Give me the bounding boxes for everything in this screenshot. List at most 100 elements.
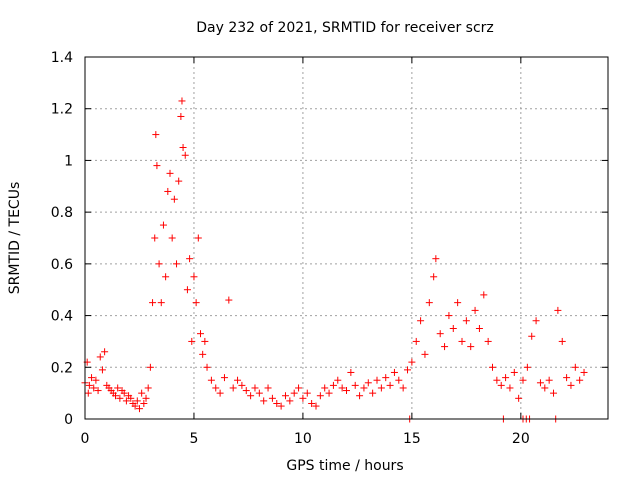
data-point	[489, 363, 497, 371]
data-point	[334, 376, 342, 384]
data-point	[290, 389, 298, 397]
x-tick-label: 10	[294, 431, 312, 447]
y-tick-label: 0	[64, 412, 73, 428]
data-point	[94, 387, 102, 395]
data-point	[308, 399, 316, 407]
data-point	[220, 374, 228, 382]
data-point	[183, 286, 191, 294]
data-point	[571, 363, 579, 371]
data-point	[295, 384, 303, 392]
data-point	[467, 343, 475, 351]
data-point	[458, 337, 466, 345]
data-point	[299, 394, 307, 402]
data-point	[576, 376, 584, 384]
data-point	[251, 384, 259, 392]
data-point	[430, 273, 438, 281]
data-point	[166, 169, 174, 177]
y-tick-label: 0.2	[51, 360, 73, 376]
data-point	[475, 325, 483, 332]
data-point	[441, 343, 449, 351]
y-axis-title: SRMTID / TECUs	[7, 182, 23, 295]
data-point	[268, 394, 276, 402]
data-point	[351, 381, 359, 389]
data-point	[558, 337, 566, 345]
data-point	[386, 381, 394, 389]
data-point	[157, 299, 165, 307]
data-point	[493, 376, 501, 384]
data-point	[190, 273, 198, 281]
data-point	[175, 177, 183, 185]
data-point	[454, 299, 462, 307]
data-point	[247, 392, 255, 400]
data-point	[260, 397, 268, 405]
data-points	[81, 97, 588, 423]
data-point	[425, 299, 433, 307]
data-point	[212, 384, 220, 392]
x-axis-ticks: 0 5 10 15 20	[81, 57, 530, 447]
y-tick-label: 1.2	[51, 102, 73, 118]
data-point	[116, 394, 124, 402]
data-point	[329, 381, 337, 389]
data-point	[580, 368, 588, 376]
data-point	[122, 397, 130, 405]
data-point	[159, 221, 167, 229]
data-point	[364, 379, 372, 387]
x-tick-label: 0	[81, 431, 90, 447]
data-point	[436, 330, 444, 338]
y-tick-label: 1.4	[51, 50, 73, 66]
data-point	[201, 337, 209, 345]
x-tick-label: 15	[403, 431, 421, 447]
data-point	[356, 392, 364, 400]
data-point	[188, 337, 196, 345]
plot-frame	[84, 56, 609, 420]
data-point	[229, 384, 237, 392]
data-point	[264, 384, 272, 392]
data-point	[567, 381, 575, 389]
data-point	[112, 392, 120, 400]
data-point	[325, 389, 333, 397]
data-point	[140, 399, 148, 407]
y-tick-label: 1	[64, 153, 73, 169]
data-point	[192, 299, 200, 307]
data-point	[382, 374, 390, 382]
data-point	[96, 353, 104, 361]
y-axis-ticks: 0 0.2 0.4 0.6 0.8 1 1.2 1.4	[51, 50, 608, 428]
data-point	[347, 368, 355, 376]
data-point	[523, 363, 531, 371]
data-point	[133, 397, 141, 405]
data-point	[138, 389, 146, 397]
data-point	[153, 162, 161, 170]
data-point	[178, 97, 186, 105]
data-point	[510, 368, 518, 376]
data-point	[303, 389, 311, 397]
data-point	[85, 381, 93, 389]
data-point	[186, 255, 194, 263]
data-point	[142, 394, 150, 402]
data-point	[417, 317, 425, 325]
data-point	[369, 389, 377, 397]
data-point	[377, 384, 385, 392]
data-point	[146, 363, 154, 371]
data-point	[360, 384, 368, 392]
data-point	[541, 384, 549, 392]
data-point	[515, 394, 523, 402]
y-tick-label: 0.4	[51, 309, 73, 325]
data-point	[144, 384, 152, 392]
data-point	[408, 358, 416, 366]
data-point	[471, 306, 479, 314]
data-point	[273, 399, 281, 407]
data-point	[203, 363, 211, 371]
data-point	[449, 325, 457, 332]
data-point	[88, 374, 96, 382]
data-point	[373, 376, 381, 384]
data-point	[312, 402, 320, 410]
data-point	[316, 392, 324, 400]
data-point	[173, 260, 181, 268]
x-tick-label: 20	[512, 431, 530, 447]
data-point	[554, 306, 562, 314]
data-point	[412, 337, 420, 345]
chart-title: Day 232 of 2021, SRMTID for receiver scr…	[196, 20, 494, 36]
data-point	[120, 389, 128, 397]
data-point	[162, 273, 170, 281]
data-point	[196, 330, 204, 338]
